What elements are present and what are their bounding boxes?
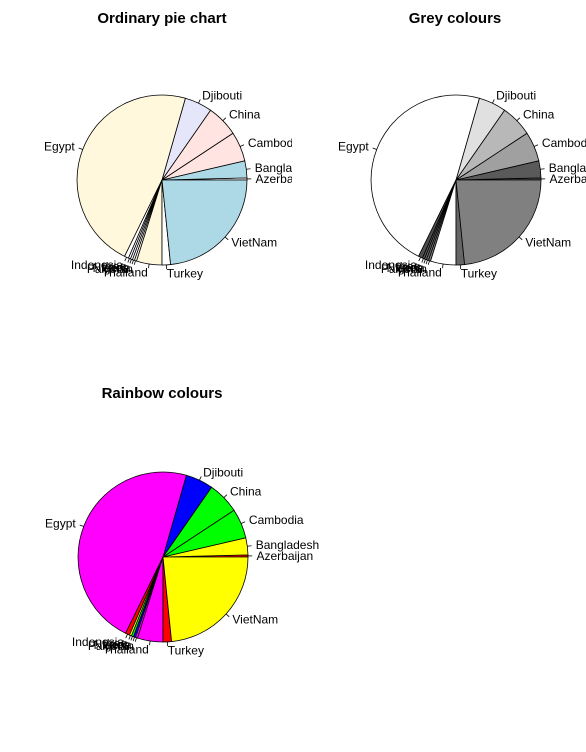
label-tick-egypt: [79, 524, 84, 527]
slice-label-bangladesh: Bangladesh: [255, 161, 318, 175]
label-tick-bangladesh: [540, 168, 545, 170]
slice-label-egypt: Egypt: [44, 139, 75, 153]
slice-label-pakistan: Pakistan: [87, 262, 133, 276]
label-tick-laos: [129, 259, 132, 264]
label-tick-vietnam: [225, 613, 230, 618]
chart-title-rainbow: Rainbow colours: [102, 385, 223, 402]
slice-label-laos: Laos: [102, 260, 128, 274]
chart-title-ordinary: Ordinary pie chart: [97, 10, 226, 27]
slice-label-cambodia: Cambodia: [248, 136, 303, 150]
pie-slice-egypt: [77, 471, 187, 634]
label-tick-iraq: [128, 635, 131, 640]
slice-label-djibouti: Djibouti: [202, 89, 242, 103]
label-tick-pakistan: [133, 260, 136, 265]
slice-label-pakistan: Pakistan: [381, 262, 427, 276]
label-tick-nigeria: [131, 259, 134, 265]
slice-label-vietnam: VietNam: [525, 236, 571, 250]
label-tick-egypt: [78, 147, 83, 150]
label-tick-cambodia: [240, 521, 246, 524]
label-tick-indonesia: [418, 257, 421, 262]
slice-label-thailand: Thailand: [396, 265, 442, 279]
slice-label-vietnam: VietNam: [232, 613, 278, 627]
slice-label-azerbaijan: Azerbaijan: [549, 172, 586, 186]
slice-label-bangladesh: Bangladesh: [256, 538, 319, 552]
slice-label-azerbaijan: Azerbaijan: [256, 549, 313, 563]
label-tick-djibouti: [199, 476, 202, 481]
slice-label-vietnam: VietNam: [231, 236, 277, 250]
slice-label-thailand: Thailand: [102, 265, 148, 279]
slice-label-iraq: Iraq: [400, 259, 421, 273]
slice-label-djibouti: Djibouti: [496, 89, 536, 103]
label-tick-china: [222, 117, 227, 121]
slice-label-turkey: Turkey: [167, 266, 203, 280]
slice-label-thailand: Thailand: [103, 642, 149, 656]
slice-label-indonesia: Indonesia: [71, 258, 123, 272]
label-tick-nigeria: [425, 259, 428, 265]
label-tick-cambodia: [239, 144, 245, 147]
label-tick-egypt: [372, 147, 377, 150]
label-tick-indonesia: [125, 634, 128, 639]
label-tick-bangladesh: [246, 168, 251, 170]
pie-slice-vietnam: [455, 179, 542, 265]
label-tick-iraq: [421, 258, 424, 263]
slice-label-indonesia: Indonesia: [365, 258, 417, 272]
label-tick-djibouti: [492, 99, 495, 104]
label-tick-laos: [423, 259, 426, 264]
slice-label-laos: Laos: [396, 260, 422, 274]
slice-label-nigeria: Nigeria: [387, 261, 425, 275]
slice-label-cambodia: Cambodia: [249, 513, 304, 527]
slice-label-iraq: Iraq: [107, 636, 128, 650]
label-tick-thailand: [149, 640, 151, 646]
pie-slice-vietnam: [162, 556, 249, 642]
label-tick-cambodia: [533, 144, 539, 147]
label-tick-pakistan: [134, 637, 137, 642]
slice-label-djibouti: Djibouti: [203, 466, 243, 480]
label-tick-pakistan: [427, 260, 430, 265]
slice-label-turkey: Turkey: [168, 643, 204, 657]
label-tick-vietnam: [224, 236, 229, 241]
slice-label-nigeria: Nigeria: [93, 261, 131, 275]
label-tick-laos: [130, 636, 133, 641]
slice-label-egypt: Egypt: [45, 516, 76, 530]
label-tick-iraq: [127, 258, 130, 263]
label-tick-thailand: [148, 263, 150, 269]
slice-label-pakistan: Pakistan: [88, 639, 134, 653]
slice-label-turkey: Turkey: [461, 266, 497, 280]
slice-label-china: China: [229, 108, 261, 122]
slice-label-cambodia: Cambodia: [542, 136, 586, 150]
label-tick-djibouti: [198, 99, 201, 104]
label-tick-china: [223, 494, 228, 498]
pie-slice-egypt: [370, 94, 480, 257]
slice-label-iraq: Iraq: [106, 259, 127, 273]
slice-label-indonesia: Indonesia: [72, 635, 124, 649]
label-tick-indonesia: [124, 257, 127, 262]
label-tick-vietnam: [518, 236, 523, 241]
pie-slice-egypt: [76, 94, 186, 257]
label-tick-china: [516, 117, 521, 121]
slice-label-laos: Laos: [103, 637, 129, 651]
label-tick-nigeria: [132, 636, 135, 642]
label-tick-bangladesh: [247, 545, 252, 547]
slice-label-china: China: [230, 485, 262, 499]
pie-slice-vietnam: [161, 179, 248, 265]
slice-label-bangladesh: Bangladesh: [549, 161, 586, 175]
slice-label-nigeria: Nigeria: [94, 638, 132, 652]
slice-label-china: China: [523, 108, 555, 122]
slice-label-egypt: Egypt: [338, 139, 369, 153]
slice-label-azerbaijan: Azerbaijan: [255, 172, 312, 186]
chart-title-grey: Grey colours: [409, 10, 502, 27]
label-tick-thailand: [442, 263, 444, 269]
